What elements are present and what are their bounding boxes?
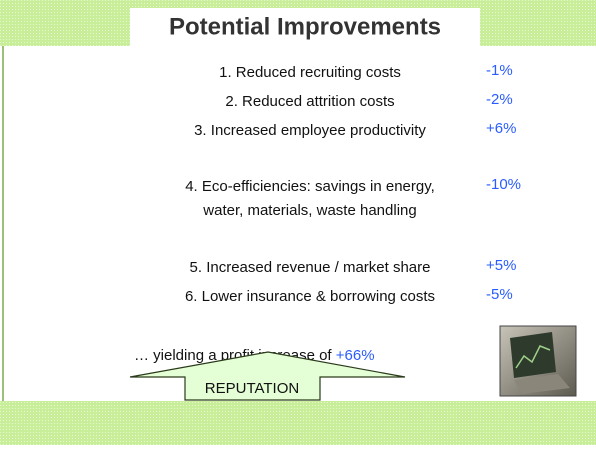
item-label: 1. Reduced recruiting costs bbox=[219, 64, 401, 81]
footer-band bbox=[0, 401, 596, 445]
item-label: 5. Increased revenue / market share bbox=[190, 259, 431, 276]
item-label: 6. Lower insurance & borrowing costs bbox=[185, 288, 435, 305]
item-label: 4. Eco-efficiencies: savings in energy, bbox=[185, 178, 435, 195]
item-value: -1% bbox=[486, 62, 513, 79]
summary-value: +66% bbox=[336, 347, 375, 364]
item-value: -10% bbox=[486, 176, 521, 193]
item-label: 2. Reduced attrition costs bbox=[225, 93, 394, 110]
item-value: +6% bbox=[486, 120, 516, 137]
title: Potential Improvements bbox=[169, 13, 441, 40]
item-label: 3. Increased employee productivity bbox=[194, 122, 426, 139]
item-label: water, materials, waste handling bbox=[202, 202, 416, 219]
arrow-label: REPUTATION bbox=[205, 380, 299, 397]
laptop-image bbox=[500, 326, 576, 396]
slide: Potential Improvements 1. Reduced recrui… bbox=[0, 0, 596, 445]
item-value: +5% bbox=[486, 257, 516, 274]
item-value: -5% bbox=[486, 286, 513, 303]
item-value: -2% bbox=[486, 91, 513, 108]
